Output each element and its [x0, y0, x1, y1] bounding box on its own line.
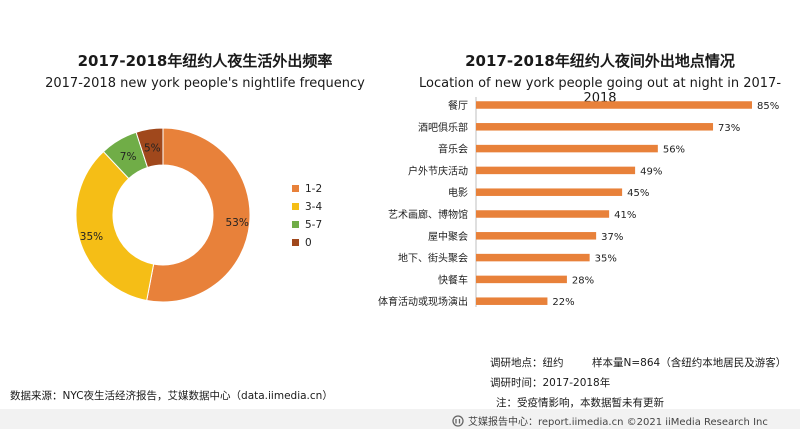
donut-chart-title: 2017-2018年纽约人夜生活外出频率: [77, 52, 333, 70]
legend-label: 3-4: [305, 201, 322, 213]
bar-category-label: 快餐车: [438, 273, 468, 286]
donut-data-label: 53%: [225, 217, 248, 229]
bar-体育活动或现场演出: [476, 297, 548, 305]
bar-户外节庆活动: [476, 166, 636, 175]
bar-value-label: 28%: [572, 275, 594, 286]
bar-屋中聚会: [476, 232, 597, 240]
bar-category-label: 艺术画廊、博物馆: [388, 208, 468, 221]
sample-size: 样本量N=864（含纽约本地居民及游客）: [592, 357, 787, 369]
bar-category-label: 户外节庆活动: [408, 164, 468, 177]
bar-category-label: 地下、街头聚会: [398, 252, 468, 265]
footer-bar: [0, 409, 800, 429]
donut-slice-3-4: [75, 150, 155, 302]
footer-text: 艾媒报告中心：report.iimedia.cn ©2021 iiMedia R…: [468, 417, 768, 428]
legend-label: 5-7: [305, 219, 322, 231]
iimedia-logo-icon: [452, 414, 464, 427]
donut-chart-subtitle: 2017-2018 new york people's nightlife fr…: [45, 76, 365, 91]
legend-swatch: [292, 221, 299, 228]
bar-value-label: 22%: [552, 297, 574, 308]
bar-value-label: 41%: [614, 210, 636, 221]
bar-艺术画廊、博物馆: [476, 210, 610, 218]
bar-category-label: 体育活动或现场演出: [378, 295, 468, 308]
data-source: 数据来源：NYC夜生活经济报告，艾媒数据中心（data.iimedia.cn）: [10, 390, 333, 402]
bar-value-label: 85%: [757, 101, 779, 112]
bar-value-label: 73%: [718, 123, 740, 134]
bar-音乐会: [476, 144, 658, 153]
bar-category-label: 音乐会: [438, 143, 468, 156]
legend-swatch: [292, 203, 299, 210]
bar-value-label: 45%: [627, 188, 649, 199]
bar-category-label: 酒吧俱乐部: [418, 121, 468, 134]
survey-time: 调研时间：2017-2018年: [490, 377, 611, 389]
survey-location: 调研地点：纽约: [490, 357, 564, 369]
bar-电影: [476, 188, 623, 196]
data-remark: 注：受疫情影响，本数据暂未有更新: [496, 397, 664, 409]
donut-slice-1-2: [146, 127, 251, 303]
donut-chart: 53% 35% 7% 5% 1-2 3-4 5-7 0: [75, 127, 322, 303]
bar-快餐车: [476, 275, 567, 284]
bar-category-label: 屋中聚会: [428, 230, 468, 243]
legend-swatch: [292, 239, 299, 246]
legend-label: 0: [305, 237, 312, 249]
bar-chart: 餐厅 85% 酒吧俱乐部 73% 音乐会 56% 户外节庆活动 49% 电影 45% 艺术画廊、博物…: [378, 97, 779, 308]
bar-value-label: 37%: [601, 232, 623, 243]
donut-data-label: 35%: [80, 231, 103, 243]
bar-chart-title: 2017-2018年纽约人夜间外出地点情况: [465, 52, 735, 70]
bar-地下、街头聚会: [476, 253, 590, 262]
footer: 艾媒报告中心：report.iimedia.cn ©2021 iiMedia R…: [452, 413, 768, 428]
donut-data-label: 7%: [120, 151, 137, 163]
bar-餐厅: [476, 101, 752, 109]
legend-swatch: [292, 185, 299, 192]
bar-value-label: 56%: [663, 145, 685, 156]
legend-label: 1-2: [305, 183, 322, 195]
donut-data-label: 5%: [144, 142, 161, 154]
bar-value-label: 35%: [595, 254, 617, 265]
bar-酒吧俱乐部: [476, 123, 714, 131]
bar-value-label: 49%: [640, 166, 662, 177]
bar-category-label: 餐厅: [448, 99, 468, 112]
donut-slice-0: [135, 127, 164, 169]
bar-category-label: 电影: [448, 186, 468, 199]
